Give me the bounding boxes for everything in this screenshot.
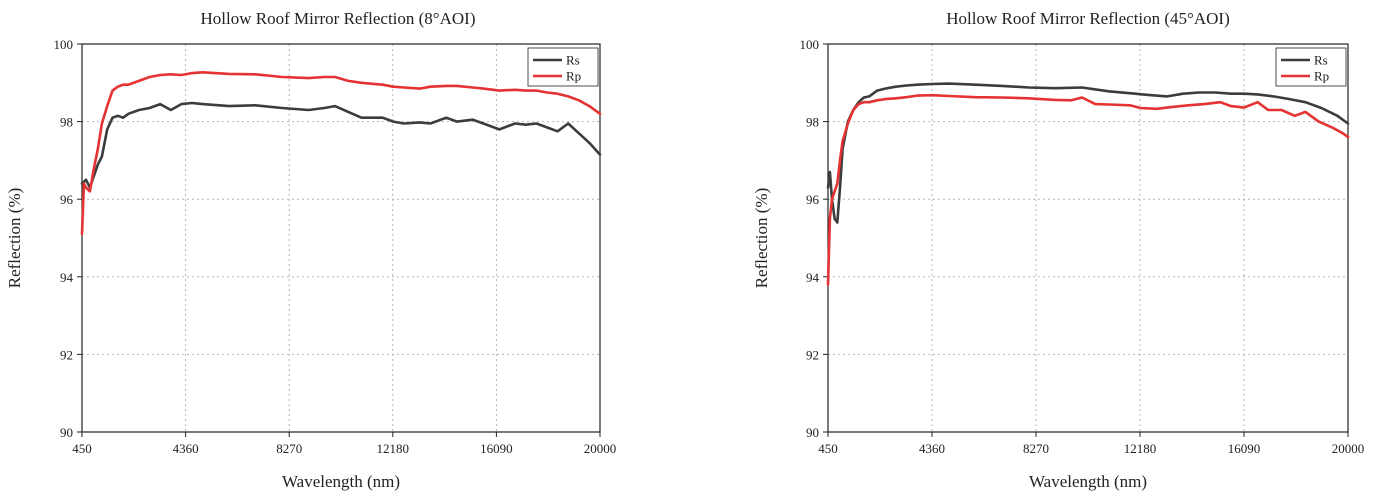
y-tick-label: 100 — [800, 37, 820, 52]
x-tick-label: 12180 — [1124, 441, 1157, 456]
y-tick-label: 94 — [60, 270, 74, 285]
x-tick-label: 8270 — [1023, 441, 1049, 456]
y-tick-label: 90 — [60, 425, 73, 440]
series-line-rs — [80, 101, 602, 189]
x-tick-label: 4360 — [919, 441, 945, 456]
y-tick-label: 92 — [60, 347, 73, 362]
y-axis-label: Reflection (%) — [752, 188, 771, 289]
y-tick-label: 96 — [806, 192, 820, 207]
y-tick-label: 96 — [60, 192, 74, 207]
x-axis-label: Wavelength (nm) — [282, 472, 400, 491]
x-tick-label: 20000 — [584, 441, 617, 456]
x-tick-label: 8270 — [276, 441, 302, 456]
x-tick-label: 12180 — [377, 441, 410, 456]
x-tick-label: 450 — [72, 441, 92, 456]
legend-label-rs: Rs — [566, 53, 580, 68]
series-line-rp — [80, 71, 602, 236]
legend-label-rs: Rs — [1314, 53, 1328, 68]
y-tick-label: 98 — [806, 115, 819, 130]
y-tick-label: 94 — [806, 270, 820, 285]
series-line-rs — [826, 82, 1350, 224]
x-tick-label: 16090 — [480, 441, 513, 456]
y-tick-label: 90 — [806, 425, 819, 440]
chart-left: Hollow Roof Mirror Reflection (8°AOI) 450… — [5, 9, 616, 491]
legend-box — [1275, 47, 1347, 87]
y-tick-label: 98 — [60, 115, 73, 130]
y-tick-label: 92 — [806, 347, 819, 362]
legend-label-rp: Rp — [566, 69, 581, 84]
y-tick-label: 100 — [54, 37, 74, 52]
chart-title: Hollow Roof Mirror Reflection (8°AOI) — [201, 9, 476, 28]
x-tick-label: 20000 — [1332, 441, 1365, 456]
x-tick-label: 16090 — [1228, 441, 1261, 456]
chart-title: Hollow Roof Mirror Reflection (45°AOI) — [946, 9, 1229, 28]
x-tick-label: 4360 — [173, 441, 199, 456]
x-axis-label: Wavelength (nm) — [1029, 472, 1147, 491]
legend-label-rp: Rp — [1314, 69, 1329, 84]
legend-box — [527, 47, 599, 87]
y-axis-label: Reflection (%) — [5, 188, 24, 289]
chart-right: Hollow Roof Mirror Reflection (45°AOI) 45… — [752, 9, 1364, 491]
plot-frame — [827, 43, 1349, 433]
plot-frame — [81, 43, 601, 433]
series-line-rp — [826, 93, 1350, 286]
x-tick-label: 450 — [818, 441, 838, 456]
